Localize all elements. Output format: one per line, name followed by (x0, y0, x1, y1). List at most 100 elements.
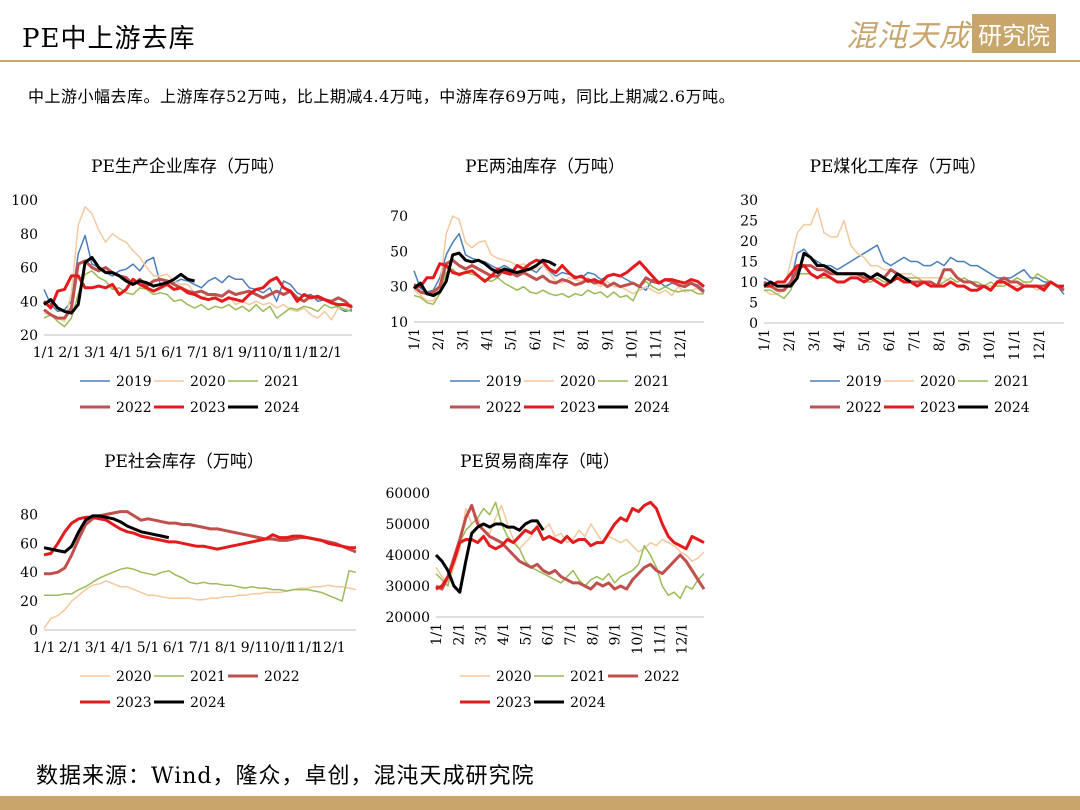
legend-item-2024: 2024 (958, 400, 1030, 416)
x-tick-label: 12/1 (673, 328, 689, 359)
legend-item-2023: 2023 (80, 695, 152, 711)
legend-item-2023: 2023 (884, 400, 956, 416)
legend-item-2021: 2021 (534, 669, 606, 685)
series-line-2022 (413, 258, 705, 296)
legend-label: 2020 (560, 374, 596, 390)
legend-item-2021: 2021 (228, 374, 300, 390)
legend-label: 2020 (496, 669, 532, 685)
y-tick-label: 15 (740, 255, 758, 271)
legend-label: 2021 (264, 374, 300, 390)
series-line-2023 (435, 500, 705, 591)
legend-item-2021: 2021 (598, 374, 670, 390)
legend-item-2020: 2020 (154, 374, 226, 390)
legend-item-2022: 2022 (608, 669, 680, 685)
series-line-2023 (42, 274, 353, 310)
footer-bar (0, 796, 1080, 810)
legend-label: 2024 (190, 695, 226, 711)
x-tick-label: 8/1 (576, 328, 592, 351)
series-line-2022 (435, 503, 706, 591)
legend-item-2022: 2022 (228, 669, 300, 685)
y-tick-label: 80 (20, 507, 38, 523)
chart-pe-two-oil-inventory: PE两油库存（万吨） 10 30 50 70 1/1 2/1 3/1 4/1 5/1 6/1 7/1 8… (390, 157, 705, 416)
series-line-2021 (764, 273, 1064, 300)
y-tick-label: 5 (749, 296, 758, 312)
chart-pe-trader-inventory: PE贸易商库存（吨） 20000 30000 40000 50000 60000 1/1 2/… (385, 452, 706, 711)
x-tick-label: 7/1 (187, 345, 210, 361)
logo-script-text: 混沌天成 (846, 19, 970, 54)
x-tick-label: 6/1 (161, 345, 184, 361)
x-tick-label: 2/1 (451, 623, 467, 646)
chart-title: PE煤化工库存（万吨） (810, 157, 987, 177)
x-tick-label: 5/1 (135, 345, 158, 361)
y-tick-label: 0 (749, 316, 758, 332)
chart-title: PE两油库存（万吨） (465, 157, 625, 177)
x-tick-label: 1/1 (33, 640, 56, 656)
x-tick-label: 11/1 (649, 328, 665, 359)
x-tick-label: 5/1 (137, 640, 160, 656)
y-tick-label: 30 (390, 280, 408, 296)
y-tick-label: 40 (20, 294, 38, 310)
x-tick-label: 2/1 (782, 329, 798, 352)
legend-item-2022: 2022 (80, 400, 152, 416)
x-tick-label: 7/1 (563, 623, 579, 646)
x-tick-label: 10/1 (630, 623, 646, 654)
legend-label: 2021 (570, 669, 606, 685)
legend-label: 2020 (190, 374, 226, 390)
summary-text: 中上游小幅去库。上游库存52万吨，比上期减4.4万吨，中游库存69万吨，同比上期… (28, 87, 736, 106)
chart-title: PE社会库存（万吨） (104, 452, 264, 472)
legend-item-2022: 2022 (450, 400, 522, 416)
series-line-2023 (43, 515, 356, 557)
legend-label: 2022 (846, 400, 882, 416)
legend-label: 2020 (920, 374, 956, 390)
x-tick-label: 9/1 (608, 623, 624, 646)
y-tick-label: 70 (390, 209, 408, 225)
x-tick-label: 6/1 (163, 640, 186, 656)
header-divider (0, 60, 1080, 62)
x-tick-label: 3/1 (807, 329, 823, 352)
legend-item-2020: 2020 (524, 374, 596, 390)
chart-title: PE生产企业库存（万吨） (91, 157, 285, 177)
legend-item-2023: 2023 (524, 400, 596, 416)
legend-label: 2019 (116, 374, 152, 390)
legend-label: 2022 (644, 669, 680, 685)
legend-item-2023: 2023 (154, 400, 226, 416)
x-tick-label: 8/1 (932, 329, 948, 352)
y-tick-label: 30000 (385, 579, 430, 595)
x-tick-label: 10/1 (625, 328, 641, 359)
x-tick-label: 5/1 (857, 329, 873, 352)
x-tick-label: 9/1 (238, 345, 261, 361)
legend-label: 2023 (190, 400, 226, 416)
x-tick-label: 1/1 (33, 345, 56, 361)
series-line-2024 (413, 251, 557, 297)
legend-label: 2020 (116, 669, 152, 685)
series-line-2021 (435, 501, 705, 600)
x-tick-label: 10/1 (259, 345, 290, 361)
x-tick-label: 10/1 (982, 329, 998, 360)
x-tick-label: 11/1 (1007, 329, 1023, 360)
legend-label: 2024 (264, 400, 300, 416)
x-tick-label: 12/1 (1032, 329, 1048, 360)
x-tick-label: 12/1 (675, 623, 691, 654)
x-tick-label: 1/1 (407, 328, 423, 351)
legend-label: 2023 (560, 400, 596, 416)
legend-item-2020: 2020 (884, 374, 956, 390)
series-line-2019 (43, 234, 353, 313)
legend-item-2021: 2021 (154, 669, 226, 685)
x-tick-label: 4/1 (832, 329, 848, 352)
x-tick-label: 5/1 (504, 328, 520, 351)
series-line-2020 (763, 207, 1064, 296)
legend-label: 2021 (190, 669, 226, 685)
legend-item-2024: 2024 (228, 400, 300, 416)
x-tick-label: 4/1 (110, 345, 133, 361)
y-tick-label: 20000 (385, 610, 430, 626)
y-tick-label: 0 (29, 623, 38, 639)
x-tick-label: 7/1 (907, 329, 923, 352)
legend-item-2019: 2019 (80, 374, 152, 390)
y-tick-label: 20 (20, 328, 38, 344)
source-note: 数据来源：Wind，隆众，卓创，混沌天成研究院 (36, 764, 535, 789)
series-line-2020 (43, 580, 357, 630)
y-tick-label: 100 (11, 193, 38, 209)
chart-pe-producer-inventory: PE生产企业库存（万吨） 20 40 60 80 100 1/1 2/1 3/1 4/1 5/1 6/… (11, 157, 354, 416)
legend-label: 2019 (486, 374, 522, 390)
x-tick-label: 4/1 (496, 623, 512, 646)
